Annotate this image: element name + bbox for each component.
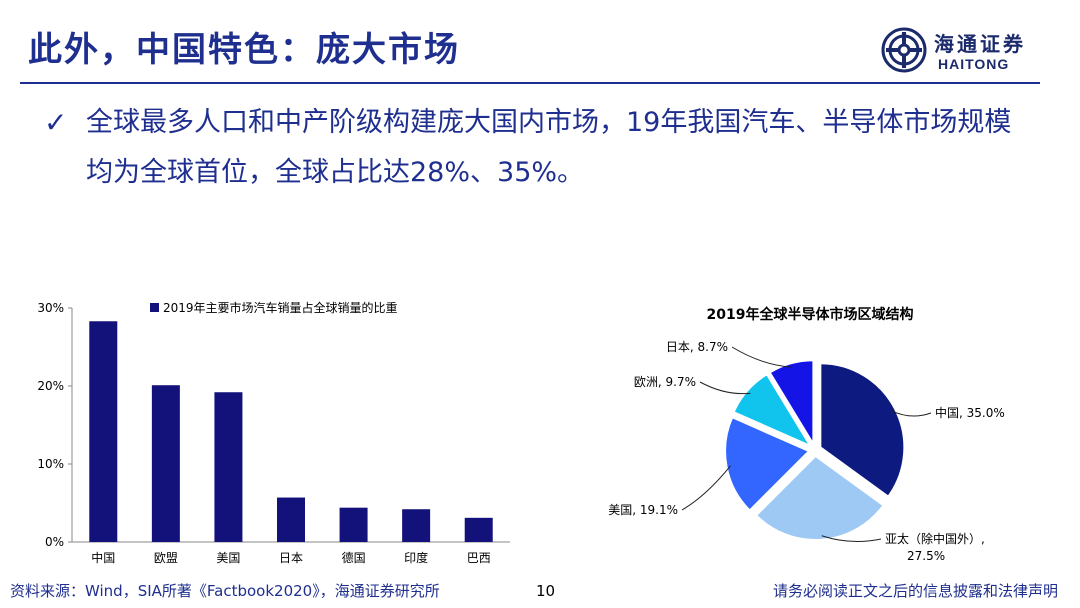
y-tick-label: 0% xyxy=(45,535,64,549)
disclaimer-link[interactable]: 请务必阅读正文之后的信息披露和法律声明 xyxy=(772,582,1058,600)
car-sales-bar-chart: 0% 10% 20% 30% 中国 欧盟 美国 日本 德国 印度 巴西 2019年主要市场汽车销量… xyxy=(37,300,510,565)
slide-title: 此外，中国特色：庞大市场 xyxy=(28,30,460,70)
bar xyxy=(151,385,180,542)
x-tick-label: 巴西 xyxy=(467,551,491,565)
pie-title-group: 2019年全球半导体市场区域结构 xyxy=(707,306,914,323)
bar xyxy=(402,509,431,542)
bar xyxy=(339,507,368,542)
leader-line xyxy=(681,465,731,511)
y-tick-label: 30% xyxy=(37,301,64,315)
checkmark-icon: ✓ xyxy=(44,106,68,139)
bar-series xyxy=(89,321,493,542)
legend: 2019年主要市场汽车销量占全球销量的比重 xyxy=(150,300,398,315)
pie-title: 2019年全球半导体市场区域结构 xyxy=(707,306,914,323)
pie-slice xyxy=(819,362,906,499)
leader-line xyxy=(821,535,882,543)
x-tick-label: 印度 xyxy=(404,550,428,565)
x-tick-label: 欧盟 xyxy=(154,551,178,565)
y-tick-label: 10% xyxy=(37,457,64,471)
legend-label: 2019年主要市场汽车销量占全球销量的比重 xyxy=(163,300,398,315)
slice-label: 美国, 19.1% xyxy=(608,503,678,517)
pie-labels: 中国, 35.0% 亚太（除中国外）, 27.5% 美国, 19.1% 欧洲, 9.7%… xyxy=(608,340,1005,563)
company-logo: 海通证券 HAITONG xyxy=(880,26,1040,76)
x-tick-label: 美国 xyxy=(216,551,240,565)
slice-label: 欧洲, 9.7% xyxy=(634,375,696,389)
leader-line xyxy=(891,410,932,417)
logo-cn-text: 海通证券 xyxy=(934,32,1026,56)
slice-label-value: 27.5% xyxy=(907,549,945,563)
logo-en-text: HAITONG xyxy=(938,56,1010,72)
slice-label: 亚太（除中国外）, xyxy=(885,531,985,546)
source-note: 资料来源：Wind，SIA所著《Factbook2020》，海通证券研究所 xyxy=(10,582,440,600)
bar xyxy=(464,517,493,542)
x-tick-label: 日本 xyxy=(279,551,303,565)
pie-slices xyxy=(724,359,906,541)
x-tick-label: 德国 xyxy=(342,550,366,565)
page-number: 10 xyxy=(536,582,556,600)
slice-label: 中国, 35.0% xyxy=(935,405,1005,420)
slice-label: 日本, 8.7% xyxy=(666,340,728,354)
pie-slice xyxy=(724,415,811,512)
key-point-text: 全球最多人口和中产阶级构建庞大国内市场，19年我国汽车、半导体市场规模均为全球首… xyxy=(86,107,1012,188)
semiconductor-pie-chart: 2019年全球半导体市场区域结构 中国, 35.0% 亚太（除中国外）, 27.5%… xyxy=(608,306,1005,563)
y-tick-label: 20% xyxy=(37,379,64,393)
leader-line xyxy=(699,381,751,395)
x-tick-label: 中国 xyxy=(91,550,115,565)
legend-swatch xyxy=(150,303,159,312)
pie-slice xyxy=(754,454,885,541)
leader-line xyxy=(731,346,792,368)
haitong-emblem-icon xyxy=(881,27,927,73)
bar xyxy=(214,392,243,542)
key-point: ✓ 全球最多人口和中产阶级构建庞大国内市场，19年我国汽车、半导体市场规模均为全… xyxy=(44,98,1034,198)
x-axis: 中国 欧盟 美国 日本 德国 印度 巴西 xyxy=(91,550,490,565)
bar xyxy=(277,497,305,542)
pie-slice xyxy=(732,372,813,449)
title-divider xyxy=(20,82,1040,84)
bar xyxy=(89,321,118,542)
pie-slice xyxy=(768,359,815,448)
